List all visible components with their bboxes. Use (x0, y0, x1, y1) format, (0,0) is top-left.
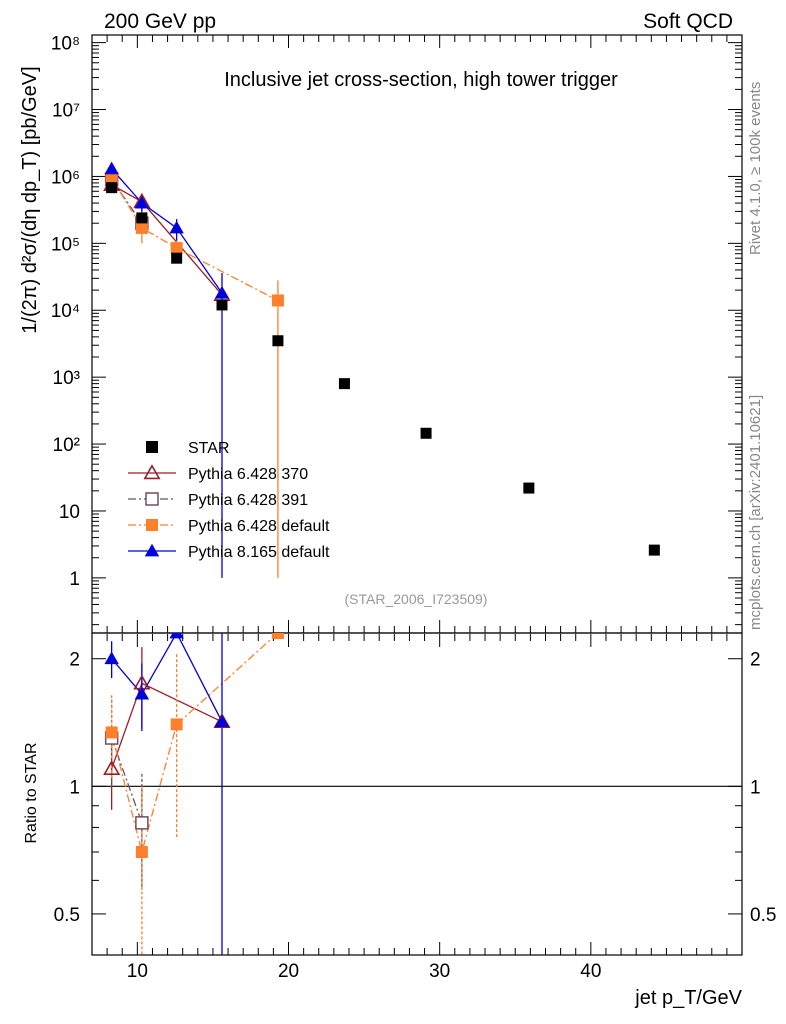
ratio-point (271, 633, 284, 639)
y-tick-label: 10⁶ (51, 167, 80, 188)
ratio-y-axis-label: Ratio to STAR (23, 742, 40, 843)
ratio-y-tick-label: 2 (69, 650, 80, 671)
legend: STAR Pythia 6.428 370 Pythia 6.428 391 Pyth… (128, 440, 330, 561)
data-point-star (106, 182, 118, 194)
ratio-point (104, 651, 119, 665)
data-point-star (523, 482, 535, 494)
ratio-line (111, 682, 223, 769)
legend-marker (143, 464, 161, 480)
ratio-plot-area (92, 633, 742, 955)
ratio-point (134, 686, 150, 700)
data-point (134, 195, 150, 209)
data-point (214, 285, 230, 299)
ratio-point (135, 845, 148, 858)
ratio-point (105, 726, 118, 739)
ratio-y-tick-label: 0.5 (54, 905, 80, 926)
ratio-y-tick-labels: 0.5 0.5 1 1 2 2 (54, 650, 777, 926)
legend-marker (145, 492, 159, 506)
ratio-line (111, 633, 223, 723)
header-left: 200 GeV pp (104, 10, 216, 33)
x-tick-label: 10 (127, 961, 148, 982)
ratio-line (111, 633, 279, 855)
ratio-point (170, 718, 183, 731)
mcplots-label: mcplots.cern.ch [arXiv:2401.10621] (747, 395, 764, 630)
data-point-star (272, 335, 284, 347)
y-tick-label: 10⁴ (51, 301, 80, 322)
analysis-id: (STAR_2006_I723509) (345, 591, 488, 607)
legend-label: Pythia 6.428 391 (188, 492, 308, 509)
main-y-axis-label: 1/(2π) d²σ/(dη dp_T) [pb/GeV] (19, 66, 41, 333)
data-point-star (171, 252, 183, 264)
y-tick-label: 10² (53, 435, 80, 456)
main-plot-area (103, 161, 660, 578)
x-tick-label: 30 (429, 961, 450, 982)
ratio-point (135, 816, 149, 830)
y-tick-label: 10 (59, 502, 80, 523)
legend-marker (144, 543, 160, 557)
data-point-star (216, 299, 228, 311)
legend-label: Pythia 6.428 370 (188, 466, 308, 483)
data-point (169, 220, 184, 234)
main-axis-ticks (92, 35, 742, 633)
series-line-pythia-8-165-default (111, 168, 223, 294)
ratio-y-tick-label-right: 1 (750, 777, 761, 798)
data-point-star (648, 544, 660, 556)
y-tick-label: 10⁸ (51, 34, 80, 55)
ratio-point (103, 759, 121, 775)
legend-label: STAR (188, 440, 229, 457)
main-y-axis-label-text: 1/(2π) d²σ/(dη dp_T) [pb/GeV] (19, 66, 41, 333)
legend-label: Pythia 8.165 default (188, 544, 330, 561)
rivet-label: Rivet 4.1.0, ≥ 100k events (747, 82, 764, 255)
data-point-star (338, 378, 350, 390)
data-point (104, 161, 119, 175)
ratio-y-tick-label-right: 0.5 (750, 905, 776, 926)
ratio-point (214, 714, 230, 728)
ratio-panel-frame (91, 632, 743, 956)
chart-title: Inclusive jet cross-section, high tower … (224, 69, 618, 91)
ratio-point (169, 633, 184, 639)
x-tick-labels: 10 20 30 40 (127, 961, 602, 982)
data-point-star (136, 212, 148, 224)
data-point (105, 171, 118, 184)
ratio-y-tick-label: 1 (69, 777, 80, 798)
x-axis-label: jet p_T/GeV (634, 987, 742, 1009)
y-tick-label: 10³ (53, 368, 80, 389)
legend-marker (146, 519, 158, 531)
y-tick-label: 10⁷ (52, 101, 80, 122)
header-right: Soft QCD (643, 10, 733, 33)
x-tick-label: 40 (580, 961, 601, 982)
data-point-star (420, 427, 432, 439)
ratio-line (111, 737, 143, 824)
legend-label: Pythia 6.428 default (188, 518, 330, 535)
series-line-pythia-6-428-370 (111, 184, 223, 296)
data-point (271, 294, 284, 307)
y-tick-label: 1 (69, 569, 80, 590)
data-point (135, 221, 148, 234)
series-line-pythia-6-428-default (111, 177, 279, 302)
x-tick-label: 20 (278, 961, 299, 982)
main-y-tick-labels: 1 10 10² 10³ 10⁴ 10⁵ 10⁶ 10⁷ 10⁸ (51, 34, 80, 590)
y-tick-label: 10⁵ (51, 234, 80, 255)
legend-marker (146, 441, 158, 453)
ratio-y-tick-label-right: 2 (750, 650, 761, 671)
ratio-axis-ticks (92, 634, 742, 956)
data-point (170, 242, 183, 255)
